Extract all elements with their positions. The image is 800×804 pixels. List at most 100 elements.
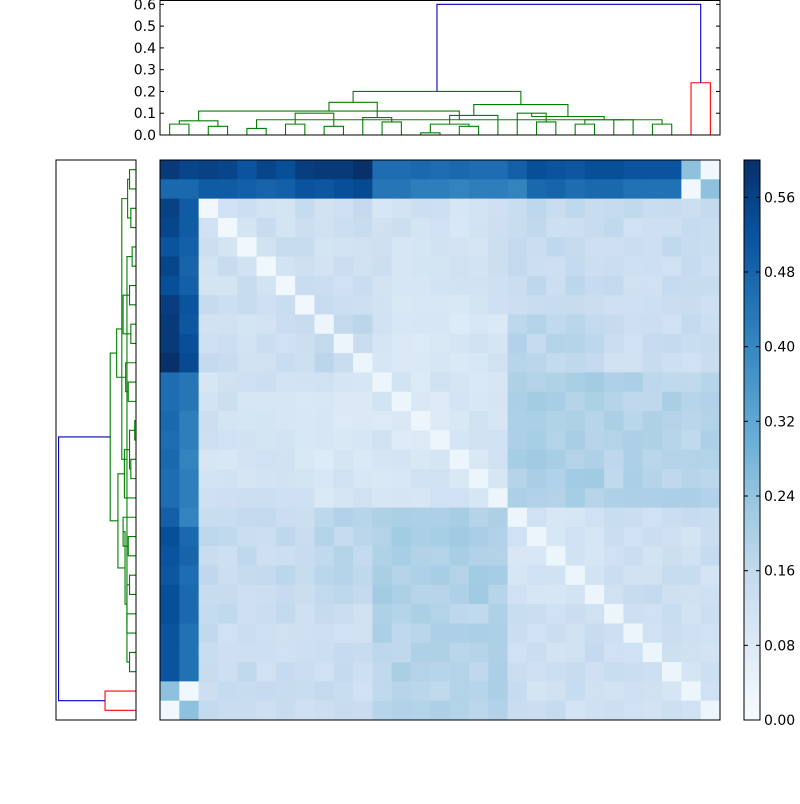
- heatmap-cell: [507, 411, 528, 431]
- heatmap-cell: [256, 700, 277, 721]
- colorbar-segment: [744, 584, 760, 589]
- heatmap-cell: [256, 623, 277, 644]
- heatmap-cell: [217, 391, 238, 412]
- heatmap-cell: [662, 623, 682, 644]
- heatmap-cell: [642, 449, 663, 470]
- colorbar-segment: [744, 460, 760, 465]
- heatmap-cell: [488, 546, 508, 566]
- colorbar-segment: [744, 640, 760, 645]
- heatmap: [159, 159, 721, 721]
- heatmap-cell: [391, 507, 412, 528]
- heatmap-cell: [391, 662, 412, 682]
- heatmap-cell: [565, 565, 586, 586]
- heatmap-cell: [507, 256, 528, 277]
- heatmap-cell: [623, 372, 644, 393]
- heatmap-cell: [681, 430, 702, 451]
- heatmap-cell: [604, 430, 624, 451]
- heatmap-cell: [372, 333, 393, 354]
- heatmap-cell: [449, 546, 470, 566]
- colorbar-segment: [744, 184, 760, 189]
- heatmap-cell: [198, 546, 219, 566]
- heatmap-cell: [488, 430, 508, 451]
- colorbar-segment: [744, 644, 760, 649]
- heatmap-cell: [488, 179, 508, 200]
- heatmap-cell: [700, 295, 721, 315]
- heatmap-cell: [507, 391, 528, 412]
- colorbar-segment: [744, 164, 760, 169]
- heatmap-cell: [237, 584, 257, 605]
- heatmap-frame: [159, 159, 721, 721]
- heatmap-cell: [314, 468, 335, 489]
- heatmap-cell: [604, 353, 624, 373]
- heatmap-cell: [295, 275, 315, 296]
- heatmap-cell: [623, 662, 644, 682]
- heatmap-cell: [275, 565, 296, 586]
- heatmap-cell: [681, 372, 702, 393]
- heatmap-cell: [314, 198, 335, 219]
- heatmap-cell: [391, 700, 412, 721]
- heatmap-cell: [449, 584, 470, 605]
- heatmap-cell: [430, 449, 451, 470]
- heatmap-cell: [333, 179, 354, 200]
- heatmap-cell: [642, 391, 663, 412]
- heatmap-cell: [604, 237, 624, 257]
- dendrogram-link-top: [651, 123, 673, 135]
- heatmap-cell: [237, 565, 257, 586]
- heatmap-cell: [256, 353, 277, 373]
- heatmap-cell: [546, 217, 566, 238]
- colorbar-segment: [744, 456, 760, 461]
- heatmap-cell: [256, 565, 277, 586]
- heatmap-cell: [237, 333, 257, 354]
- heatmap-cell: [565, 179, 586, 200]
- heatmap-cell: [642, 353, 663, 373]
- heatmap-cell: [198, 237, 219, 257]
- heatmap-cell: [372, 372, 393, 393]
- heatmap-cell: [411, 526, 431, 547]
- heatmap-cell: [488, 160, 508, 180]
- top-dendrogram: [159, 0, 721, 136]
- heatmap-cell: [353, 488, 373, 508]
- heatmap-cell: [314, 237, 335, 257]
- colorbar-segment: [744, 348, 760, 353]
- heatmap-cell: [507, 314, 528, 335]
- heatmap-cell: [488, 275, 508, 296]
- heatmap-cell: [546, 546, 566, 566]
- heatmap-cell: [468, 526, 489, 547]
- heatmap-cell: [275, 662, 296, 682]
- colorbar-segment: [744, 608, 760, 613]
- heatmap-cell: [179, 546, 200, 566]
- heatmap-cell: [546, 623, 566, 644]
- heatmap-cell: [372, 584, 393, 605]
- colorbar-segment: [744, 388, 760, 393]
- colorbar-segment: [744, 432, 760, 437]
- heatmap-cell: [198, 295, 219, 315]
- heatmap-cell: [488, 198, 508, 219]
- colorbar-segment: [744, 264, 760, 269]
- heatmap-cell: [565, 430, 586, 451]
- colorbar-segment: [744, 496, 760, 501]
- colorbar-segment: [744, 516, 760, 521]
- heatmap-cell: [507, 681, 528, 702]
- heatmap-cell: [275, 237, 296, 257]
- heatmap-cell: [681, 468, 702, 489]
- heatmap-cell: [256, 275, 277, 296]
- heatmap-cell: [700, 391, 721, 412]
- heatmap-cell: [507, 430, 528, 451]
- heatmap-cell: [681, 488, 702, 508]
- heatmap-cell: [217, 604, 238, 624]
- colorbar-segment: [744, 528, 760, 533]
- heatmap-cell: [700, 179, 721, 200]
- heatmap-cell: [488, 584, 508, 605]
- heatmap-cell: [468, 256, 489, 277]
- heatmap-cell: [662, 642, 682, 663]
- colorbar-segment: [744, 192, 760, 197]
- colorbar-segment: [744, 648, 760, 653]
- heatmap-cell: [565, 198, 586, 219]
- heatmap-cell: [642, 314, 663, 335]
- heatmap-cell: [372, 507, 393, 528]
- heatmap-cell: [662, 217, 682, 238]
- heatmap-cell: [198, 681, 219, 702]
- heatmap-cell: [198, 333, 219, 354]
- heatmap-cell: [217, 256, 238, 277]
